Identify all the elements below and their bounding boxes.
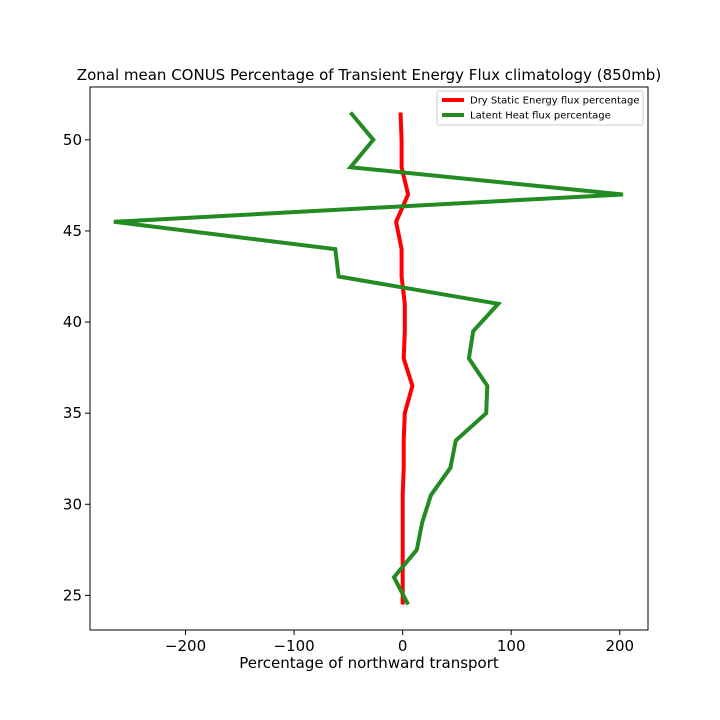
- y-tick-label: 25: [63, 586, 82, 604]
- y-tick-label: 35: [63, 404, 82, 422]
- x-axis: −200 −100 0 100 200: [165, 630, 634, 655]
- x-tick-label: 100: [497, 637, 526, 655]
- x-tick-label: −200: [165, 637, 206, 655]
- y-axis: 25 30 35 40 45 50: [63, 131, 90, 604]
- series-lines: [113, 111, 624, 606]
- x-tick-label: −100: [273, 637, 314, 655]
- y-tick-label: 30: [63, 495, 82, 513]
- chart-title: Zonal mean CONUS Percentage of Transient…: [77, 66, 661, 84]
- legend-label-dry-static-energy: Dry Static Energy flux percentage: [470, 96, 640, 107]
- x-tick-label: 0: [398, 637, 408, 655]
- legend-label-latent-heat: Latent Heat flux percentage: [470, 111, 611, 122]
- legend: Dry Static Energy flux percentage Latent…: [436, 90, 644, 126]
- series-line-latent-heat: [113, 111, 624, 606]
- x-tick-label: 200: [605, 637, 634, 655]
- legend-box: [436, 90, 644, 126]
- y-tick-label: 50: [63, 131, 82, 149]
- y-tick-label: 45: [63, 222, 82, 240]
- plot-area: [89, 86, 649, 631]
- x-axis-label: Percentage of northward transport: [239, 654, 499, 672]
- series-line-dry-static-energy: [394, 112, 415, 605]
- y-tick-label: 40: [63, 313, 82, 331]
